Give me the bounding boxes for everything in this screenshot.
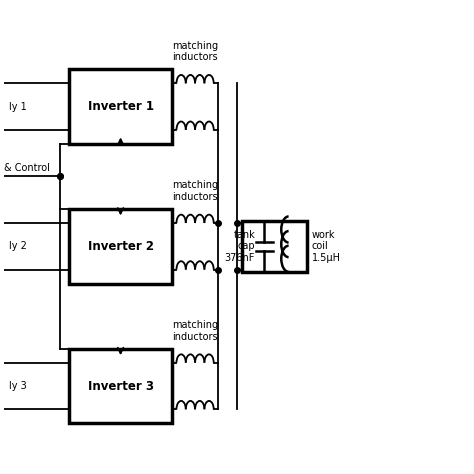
Bar [242,221,307,272]
Text: & Control: & Control [4,163,50,173]
Text: Inverter 3: Inverter 3 [88,380,154,392]
Text: tank
cap
376nF: tank cap 376nF [225,230,255,263]
Text: matching
inductors: matching inductors [172,320,218,342]
Text: Inverter 2: Inverter 2 [88,240,154,253]
Text: ly 2: ly 2 [9,241,27,251]
Text: ly 1: ly 1 [9,101,27,111]
Bar [69,349,172,423]
Text: ly 3: ly 3 [9,381,27,391]
Text: matching
inductors: matching inductors [172,181,218,202]
Bar [69,209,172,283]
Text: work
coil
1.5μH: work coil 1.5μH [311,230,340,263]
Text: matching
inductors: matching inductors [172,41,218,63]
Bar [69,69,172,144]
Text: Inverter 1: Inverter 1 [88,100,154,113]
